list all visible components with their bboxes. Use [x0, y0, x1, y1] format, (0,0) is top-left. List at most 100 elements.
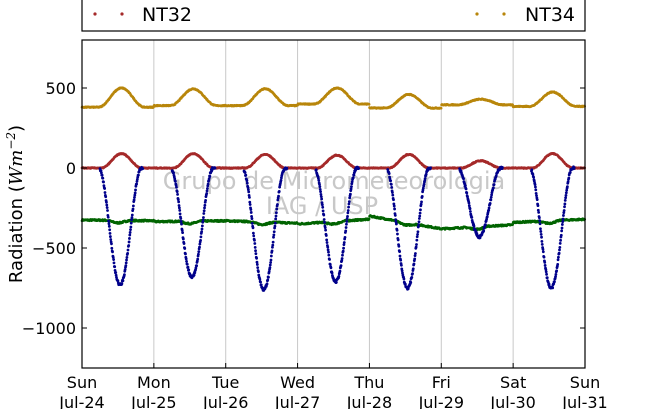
watermark-line-1: Grupo de Micrometeorologia	[163, 167, 505, 195]
data-point-navy	[559, 233, 563, 237]
data-point-navy	[338, 269, 342, 273]
data-point-navy	[271, 240, 275, 244]
data-point-navy	[254, 249, 257, 253]
data-point-navy	[202, 209, 206, 213]
data-point-navy	[141, 167, 145, 171]
data-point-navy	[348, 196, 352, 200]
data-point-navy	[328, 262, 332, 266]
data-point-navy	[243, 171, 247, 175]
data-point-navy	[323, 226, 327, 230]
data-point-navy	[389, 179, 393, 183]
data-point-navy	[326, 248, 330, 252]
data-point-navy	[487, 206, 491, 210]
data-point-navy	[396, 238, 400, 242]
data-point-navy	[538, 222, 542, 226]
data-point-navy	[320, 203, 324, 207]
data-point-navy	[398, 250, 402, 254]
series-green	[80, 214, 587, 232]
data-point-navy	[539, 227, 542, 231]
data-point-navy	[392, 198, 395, 202]
series-nt34	[80, 86, 587, 110]
data-point-navy	[536, 208, 540, 212]
data-point-navy	[536, 204, 540, 207]
data-point-navy	[246, 186, 250, 189]
data-point-navy	[557, 255, 560, 259]
data-point-navy	[185, 260, 188, 263]
data-point-navy	[270, 249, 274, 253]
y-tick-label: −1000	[22, 319, 76, 338]
data-point-navy	[334, 280, 338, 284]
data-point-navy	[250, 217, 254, 220]
x-tick-label-date: Jul-26	[202, 393, 248, 409]
y-axis-label: Radiation (Wm−2)	[4, 125, 27, 283]
data-point-navy	[250, 221, 254, 225]
data-point-navy	[558, 246, 562, 249]
data-point-navy	[344, 229, 348, 233]
data-point-navy	[347, 202, 351, 206]
data-point-navy	[100, 171, 103, 175]
data-point-navy	[547, 282, 551, 286]
data-point-navy	[392, 202, 396, 206]
data-point-navy	[133, 193, 137, 197]
data-point-navy	[410, 275, 414, 279]
data-point-navy	[328, 258, 331, 261]
data-point-navy	[346, 215, 349, 218]
data-point-navy	[107, 219, 110, 223]
x-tick-label-day: Tue	[211, 373, 239, 392]
data-point-navy	[556, 258, 560, 262]
data-point-navy	[246, 188, 250, 192]
data-point-navy	[129, 221, 133, 225]
data-point-navy	[175, 185, 178, 189]
data-point-navy	[103, 191, 107, 194]
data-point-navy	[272, 235, 275, 239]
data-point-navy	[181, 231, 185, 235]
data-point-navy	[340, 257, 344, 260]
data-point-navy	[112, 258, 116, 261]
data-point-navy	[321, 205, 325, 209]
data-point-navy	[184, 257, 188, 261]
data-point-navy	[183, 247, 187, 250]
data-point-navy	[248, 195, 251, 199]
data-point-navy	[274, 217, 278, 221]
data-point-navy	[414, 245, 418, 249]
data-point-navy	[352, 173, 356, 177]
data-point-navy	[194, 266, 198, 270]
x-tick-label-date: Jul-24	[58, 393, 104, 409]
data-point-navy	[106, 215, 110, 219]
data-point-navy	[565, 185, 569, 189]
data-point-navy	[414, 252, 417, 255]
data-point-navy	[179, 220, 183, 223]
data-point-navy	[565, 188, 569, 192]
data-point-navy	[128, 237, 131, 240]
data-point-navy	[130, 213, 134, 217]
data-point-navy	[201, 220, 205, 224]
legend-marker-nt34	[475, 12, 479, 16]
data-point-navy	[342, 243, 346, 247]
data-point-navy	[462, 177, 465, 181]
x-axis: SunJul-24MonJul-25TueJul-26WedJul-27ThuJ…	[58, 363, 608, 409]
data-point-navy	[543, 264, 547, 267]
data-point-navy	[135, 182, 139, 186]
data-point-navy	[417, 223, 421, 227]
data-point-navy	[320, 197, 324, 201]
data-point-navy	[500, 166, 504, 169]
y-axis-label-text: Radiation (	[6, 185, 27, 283]
data-point-navy	[255, 263, 259, 266]
data-point-navy	[406, 287, 410, 291]
data-point-navy	[208, 175, 212, 178]
data-point-navy	[342, 241, 346, 244]
legend-label-nt32: NT32	[142, 4, 192, 26]
data-point-navy	[562, 209, 566, 212]
data-point-navy	[132, 198, 136, 202]
data-point-navy	[472, 224, 476, 228]
data-point-navy	[196, 257, 200, 261]
data-point-navy	[111, 250, 114, 254]
data-point-navy	[402, 277, 406, 281]
data-point-navy	[134, 188, 137, 192]
data-point-navy	[391, 191, 394, 194]
data-point-navy	[419, 202, 423, 206]
data-point-navy	[415, 235, 419, 239]
data-point-navy	[131, 204, 135, 208]
y-axis-label-close: )	[6, 125, 27, 132]
data-point-navy	[411, 267, 415, 271]
